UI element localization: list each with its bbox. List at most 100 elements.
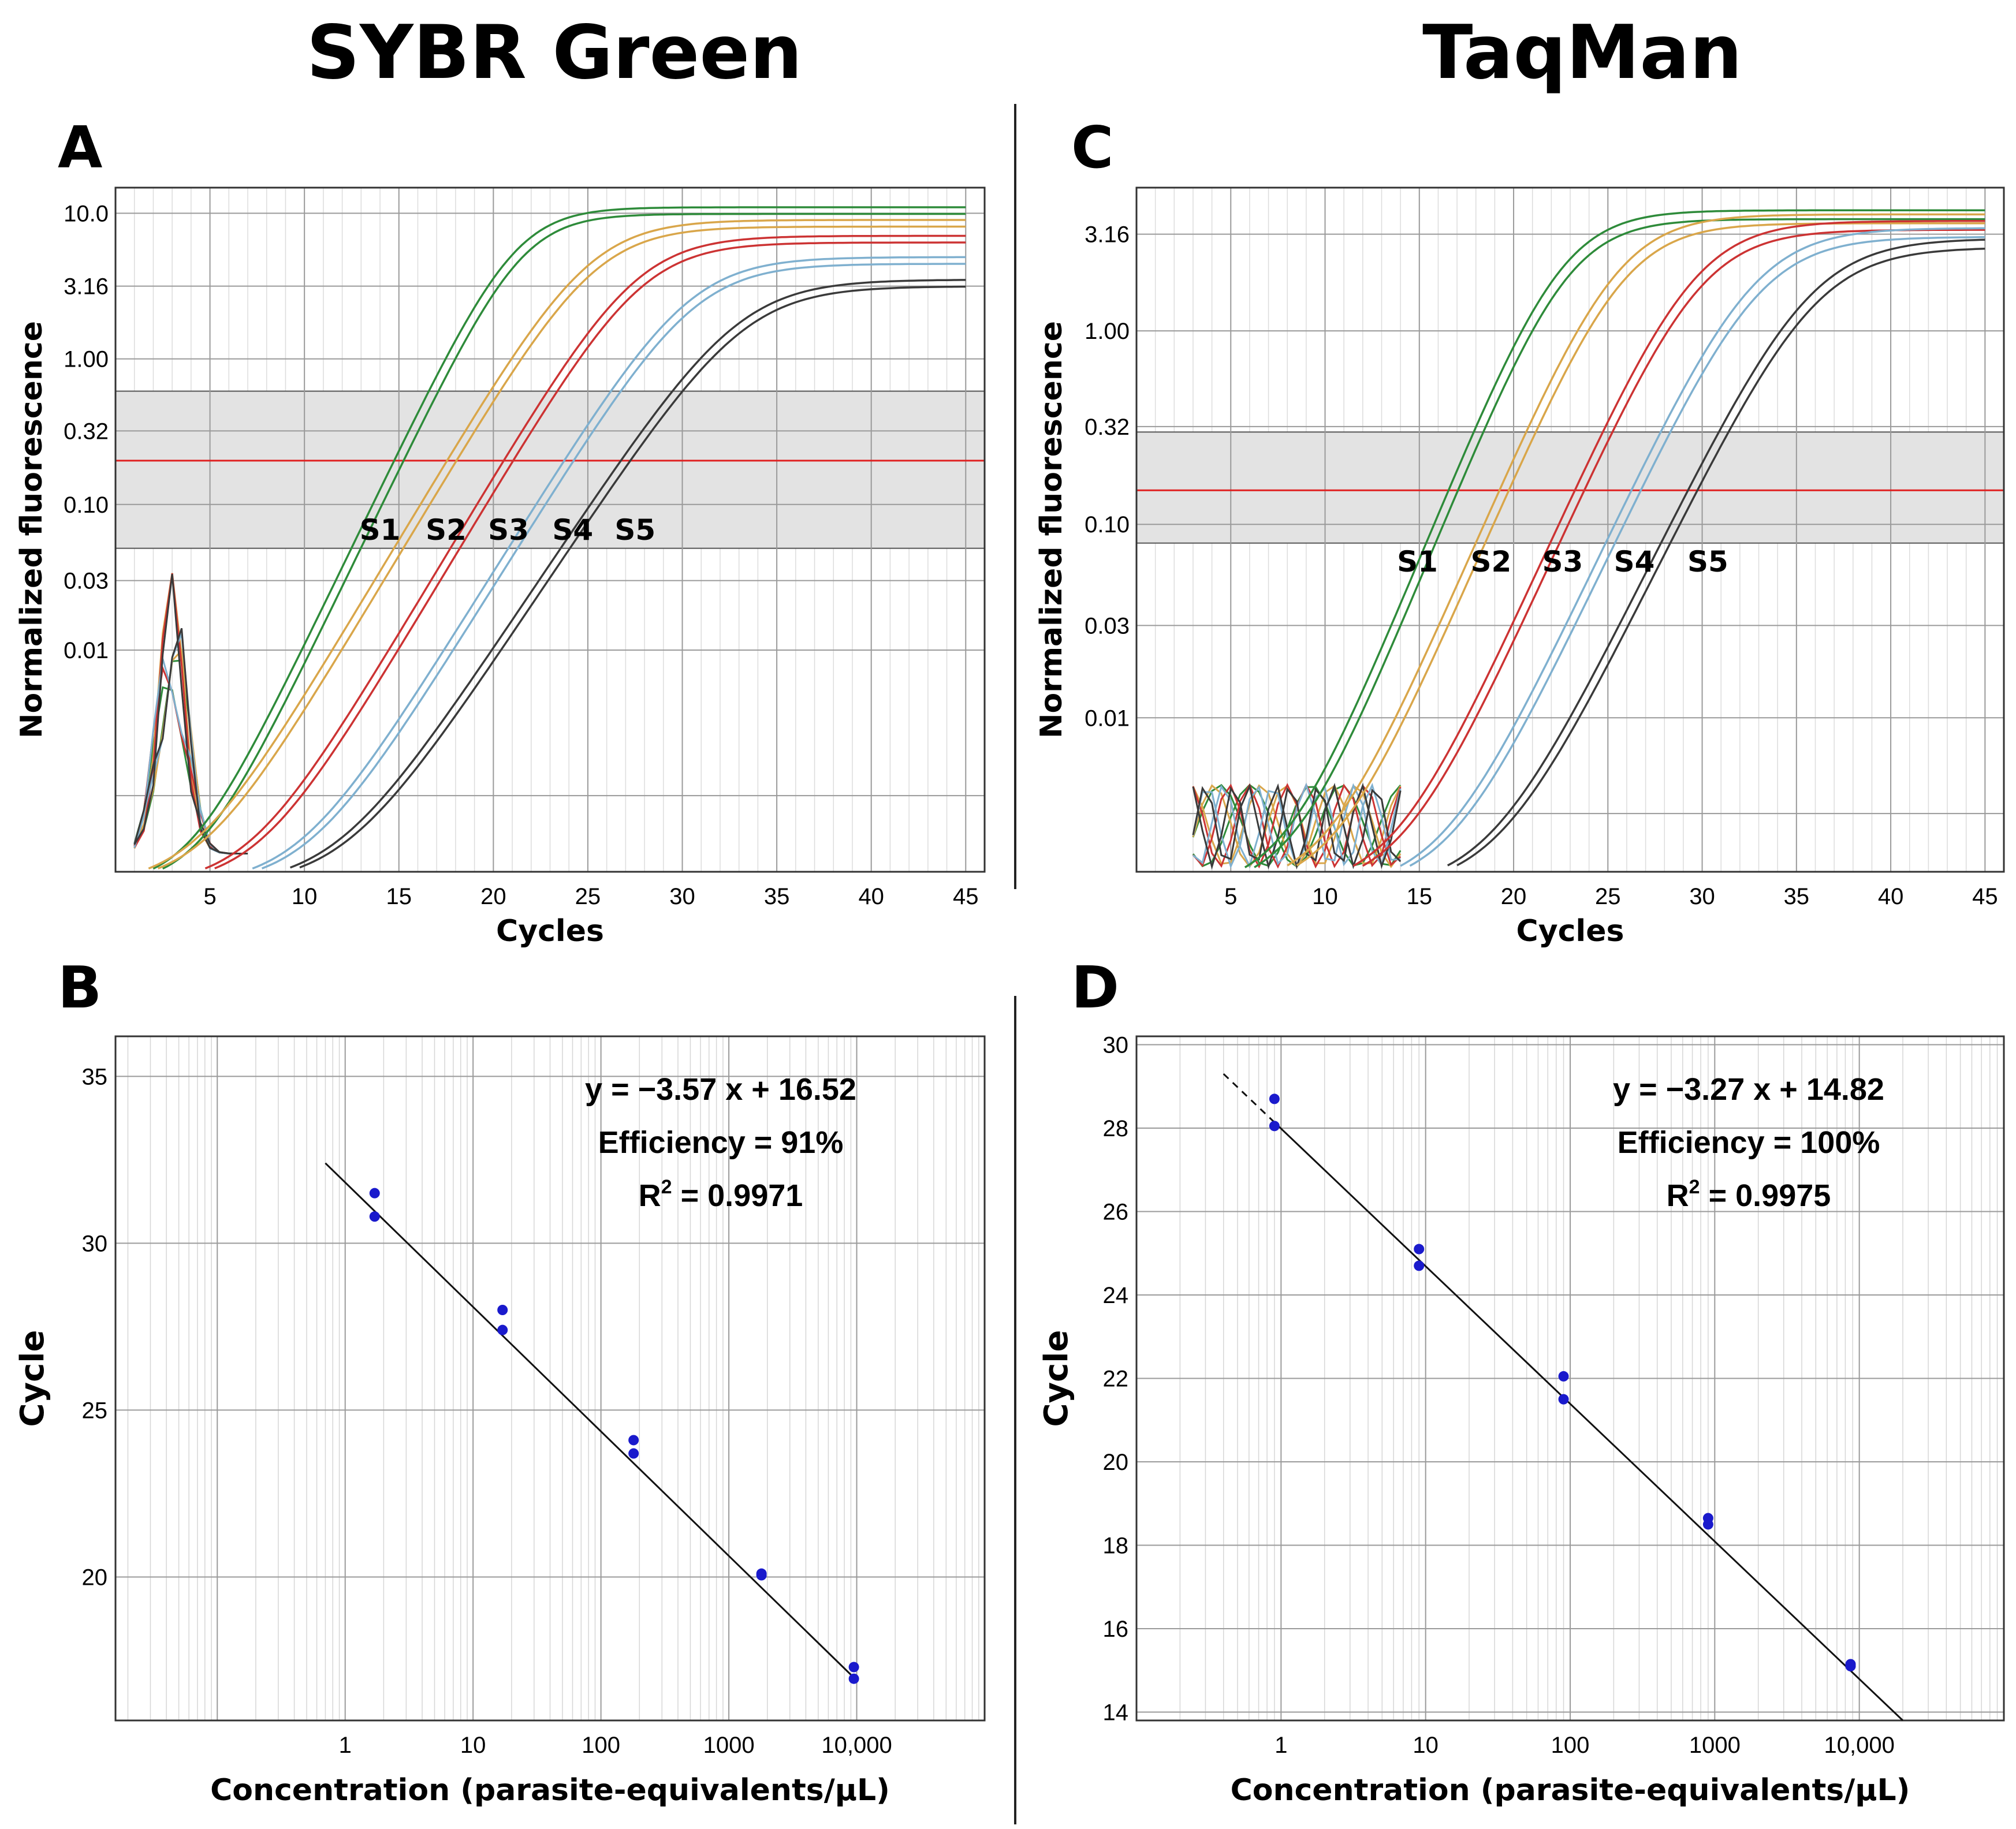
y-tick-label: 1.00 [1085, 319, 1130, 344]
r-squared-value: = 0.9975 [1700, 1178, 1831, 1213]
data-point [628, 1448, 639, 1459]
amplification-curve-s1 [1254, 218, 1985, 868]
y-tick-label: 0.10 [1085, 512, 1130, 537]
y-tick-label: 0.03 [1085, 613, 1130, 639]
panel-letter-c: C [1071, 114, 1113, 181]
y-tick-label: 0.10 [64, 492, 109, 518]
amplification-curve-s5 [1456, 248, 1985, 867]
r-squared-label: R2 = 0.9971 [639, 1176, 803, 1213]
amplification-curve-s3 [1352, 220, 1985, 867]
r-squared-value: = 0.9971 [672, 1178, 803, 1213]
taqman-title: TaqMan [1422, 10, 1742, 96]
y-axis-title: Normalized fluorescence [1034, 321, 1069, 738]
x-tick-label: 5 [1224, 884, 1237, 909]
x-axis-title: Cycles [1516, 914, 1624, 949]
series-label-s2: S2 [426, 513, 467, 547]
equation-label: y = −3.57 x + 16.52 [585, 1072, 856, 1107]
y-axis-title: Cycle [14, 1330, 51, 1427]
y-tick-label: 16 [1103, 1617, 1129, 1642]
baseline-noise-line [1192, 782, 1402, 870]
x-tick-label: 1 [1275, 1733, 1287, 1758]
x-tick-label: 40 [858, 884, 884, 909]
amplification-curve-s1 [162, 212, 966, 870]
y-tick-label: 20 [82, 1565, 108, 1590]
y-tick-label: 1.00 [64, 347, 109, 372]
plot-frame [1135, 1035, 2005, 1722]
y-tick-label: 26 [1103, 1199, 1129, 1225]
y-tick-label: 14 [1103, 1700, 1129, 1726]
x-tick-label: 10,000 [1824, 1733, 1894, 1758]
amplification-curve-s5 [289, 279, 966, 869]
r-squared-label: R2 = 0.9975 [1667, 1176, 1831, 1213]
data-point [369, 1188, 380, 1199]
data-point [1269, 1121, 1280, 1132]
panel-letter-b: B [58, 954, 102, 1021]
data-point [848, 1673, 859, 1684]
y-tick-label: 0.32 [64, 419, 109, 444]
amplification-curve-s3 [214, 241, 966, 869]
amplification-curve-s1 [152, 206, 966, 870]
amplification-curve-s3 [204, 234, 966, 869]
y-tick-label: 25 [82, 1398, 108, 1423]
data-point [756, 1570, 767, 1581]
data-point [1558, 1371, 1569, 1382]
data-point [1269, 1093, 1280, 1104]
x-tick-label: 15 [386, 884, 412, 909]
series-label-s4: S4 [552, 513, 593, 547]
amplification-curve-s1 [1244, 209, 1985, 868]
amplification-curve-s4 [1400, 227, 1985, 867]
x-tick-label: 10 [1312, 884, 1338, 909]
series-label-s5: S5 [614, 513, 655, 547]
amplification-curve-s4 [261, 263, 966, 869]
data-point [628, 1435, 639, 1446]
x-tick-label: 35 [1784, 884, 1810, 909]
x-tick-label: 40 [1878, 884, 1904, 909]
series-label-s4: S4 [1614, 545, 1655, 578]
baseline-noise-line [1192, 782, 1402, 870]
y-tick-label: 20 [1103, 1450, 1129, 1475]
panel-c-amplification-plot: 3.16 1.00 0.32 0.10 0.03 0.01 5 10 15 20 25 30 35 40 4… [1034, 186, 2005, 949]
y-tick-label: 3.16 [1085, 222, 1130, 248]
r-squared-superscript: 2 [1689, 1176, 1700, 1198]
x-tick-label: 20 [480, 884, 506, 909]
data-point [497, 1305, 508, 1315]
x-tick-label: 30 [669, 884, 695, 909]
data-point [1558, 1394, 1569, 1405]
y-tick-label: 18 [1103, 1533, 1129, 1559]
x-tick-label: 15 [1407, 884, 1433, 909]
data-point [497, 1324, 508, 1335]
y-axis-title: Cycle [1038, 1330, 1075, 1427]
amplification-curve-s2 [1296, 222, 1985, 867]
y-tick-label: 0.01 [64, 638, 109, 663]
data-point [1414, 1244, 1425, 1255]
y-tick-label: 30 [82, 1231, 108, 1256]
x-axis-title: Concentration (parasite-equivalents/µL) [1231, 1773, 1910, 1808]
x-axis-title: Concentration (parasite-equivalents/µL) [210, 1773, 890, 1808]
amplification-curve-s3 [1362, 229, 1985, 867]
y-tick-label: 0.01 [1085, 706, 1130, 731]
x-tick-label: 100 [582, 1733, 620, 1758]
x-tick-label: 100 [1551, 1733, 1590, 1758]
x-tick-label: 1 [339, 1733, 352, 1758]
panel-d-standard-curve: 30 28 26 24 22 20 18 16 14 1 10 100 1000 10,000 y = −3… [1038, 1032, 2005, 1808]
x-axis-title: Cycles [496, 914, 604, 949]
x-tick-label: 10 [1413, 1733, 1439, 1758]
x-tick-label: 45 [953, 884, 979, 909]
y-tick-label: 0.32 [1085, 415, 1130, 440]
plot-frame [114, 1035, 986, 1722]
x-tick-label: 25 [575, 884, 601, 909]
series-label-s5: S5 [1687, 545, 1728, 578]
amplification-curve-s2 [148, 219, 966, 870]
y-tick-label: 30 [1103, 1032, 1129, 1058]
y-tick-label: 22 [1103, 1367, 1129, 1392]
plot-frame [1135, 186, 2005, 873]
y-tick-label: 10.0 [64, 201, 109, 226]
y-tick-label: 3.16 [64, 274, 109, 300]
data-point [369, 1211, 380, 1222]
y-tick-label: 28 [1103, 1116, 1129, 1141]
baseline-noise-line [133, 574, 248, 854]
amplification-curve-s4 [1409, 236, 1985, 867]
series-label-s1: S1 [360, 513, 401, 547]
plot-frame [114, 186, 986, 873]
series-label-s2: S2 [1470, 545, 1511, 578]
